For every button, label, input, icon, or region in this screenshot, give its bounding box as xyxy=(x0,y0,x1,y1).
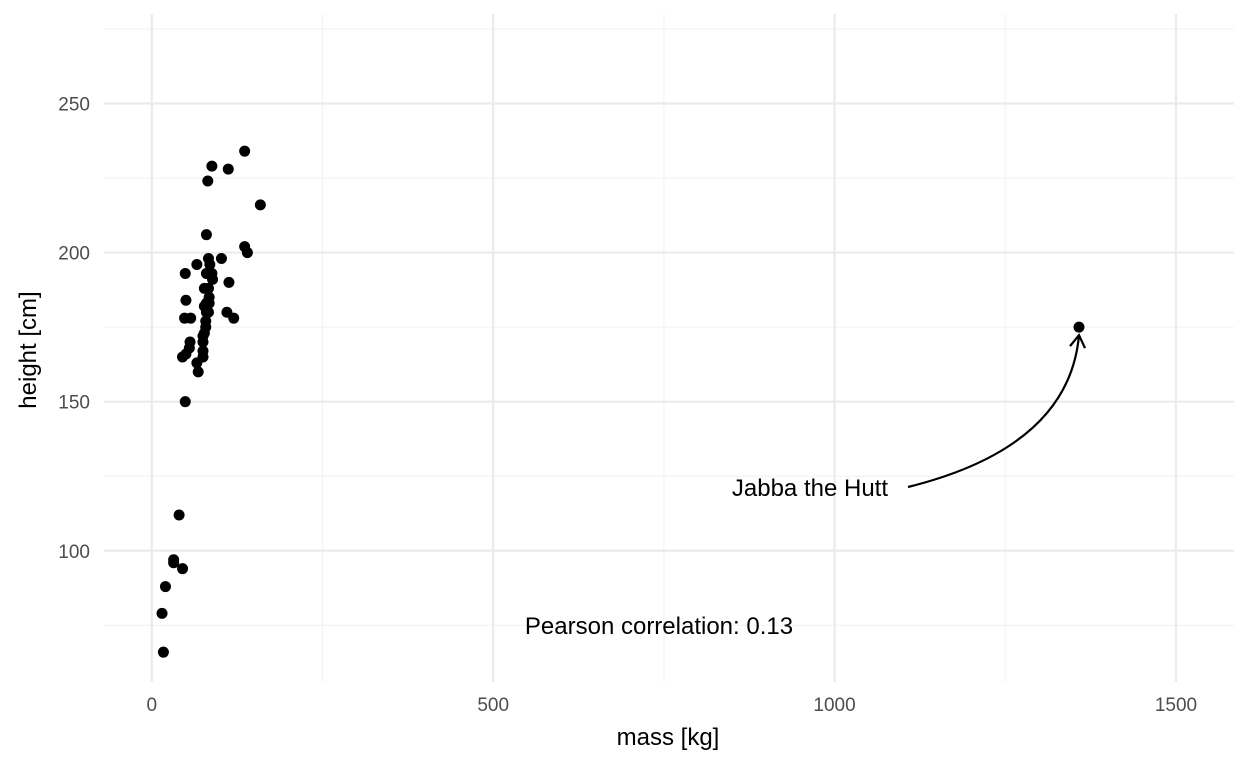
data-point xyxy=(239,145,251,157)
y-tick-label: 200 xyxy=(58,244,90,265)
y-tick-label: 100 xyxy=(58,542,90,563)
data-point xyxy=(241,247,253,259)
data-point xyxy=(157,646,169,658)
data-point xyxy=(202,253,214,265)
data-point xyxy=(202,282,214,294)
data-point xyxy=(179,396,191,408)
minor-gridlines-y xyxy=(104,28,1234,626)
data-point xyxy=(223,276,235,288)
data-point xyxy=(202,175,214,187)
data-point xyxy=(184,336,196,348)
data-point xyxy=(197,345,209,357)
y-axis-tick-labels: 100 150 200 250 xyxy=(58,94,90,562)
y-axis-title: height [cm] xyxy=(15,291,42,408)
major-gridlines-x xyxy=(150,14,1178,682)
data-point xyxy=(168,557,180,569)
data-point xyxy=(177,563,189,575)
data-point xyxy=(215,253,227,265)
data-point xyxy=(159,581,171,593)
data-point xyxy=(206,160,218,172)
outlier-annotation-label: Jabba the Hutt xyxy=(732,475,888,502)
x-tick-label: 1500 xyxy=(1155,695,1197,716)
outlier-arrowhead xyxy=(1069,333,1087,349)
data-point xyxy=(173,509,185,521)
x-tick-label: 1000 xyxy=(813,695,855,716)
data-point xyxy=(185,312,197,324)
minor-gridlines-x xyxy=(321,14,1006,682)
y-tick-label: 150 xyxy=(58,393,90,414)
x-tick-label: 0 xyxy=(147,695,158,716)
correlation-annotation: Pearson correlation: 0.13 xyxy=(525,613,793,640)
data-point xyxy=(192,366,204,378)
data-point xyxy=(191,259,203,270)
x-tick-label: 500 xyxy=(477,695,509,716)
data-points xyxy=(156,145,1085,658)
data-point xyxy=(200,229,212,241)
data-point xyxy=(207,273,219,285)
data-point xyxy=(180,294,192,306)
data-point xyxy=(179,267,191,279)
x-axis-title: mass [kg] xyxy=(617,724,720,751)
outlier-arrow xyxy=(907,335,1081,489)
data-point xyxy=(228,312,240,324)
major-gridlines-y xyxy=(104,102,1234,552)
data-point xyxy=(1073,321,1085,333)
x-axis-tick-labels: 0 500 1000 1500 xyxy=(147,695,1198,716)
y-tick-label: 250 xyxy=(58,94,90,115)
data-point xyxy=(254,199,266,211)
data-point xyxy=(222,163,234,175)
data-point xyxy=(156,607,168,619)
data-point xyxy=(203,291,215,303)
data-point xyxy=(200,315,212,327)
